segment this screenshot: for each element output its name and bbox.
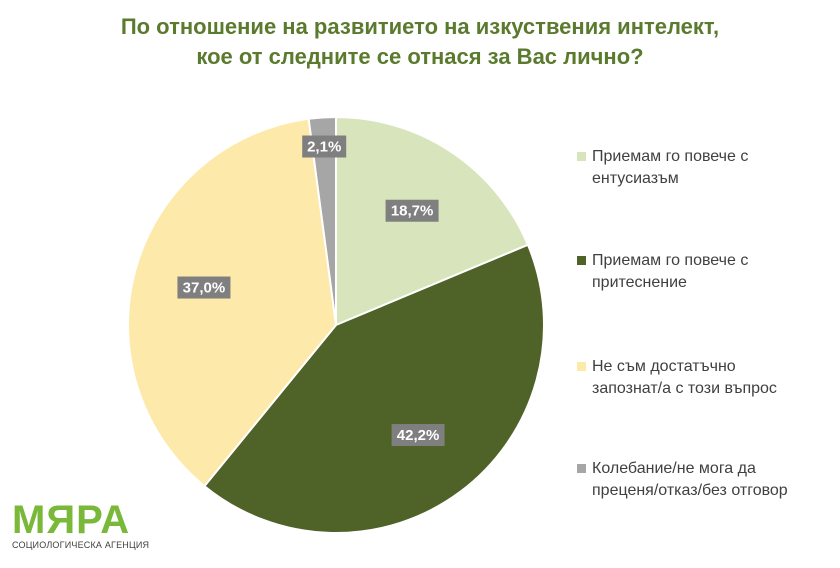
legend-swatch-not-familiar <box>577 362 586 371</box>
data-label-undecided: 2,1% <box>302 135 347 158</box>
pie-slice-undecided <box>307 115 337 326</box>
pie-data-labels: 18,7% 42,2% 37,0% 2,1% <box>177 135 445 447</box>
data-label-box-enthusiasm <box>385 199 439 222</box>
legend-label-worry-line-1: Приемам го повече с <box>592 252 749 269</box>
logo: МЯРА СОЦИОЛОГИЧЕСКА АГЕНЦИЯ <box>12 500 149 551</box>
data-label-text-not-familiar: 37,0% <box>183 280 226 297</box>
pie-slices <box>127 115 545 534</box>
legend-label-worry-line-2: притеснение <box>592 274 687 291</box>
data-label-worry: 42,2% <box>391 424 445 447</box>
legend-label-not-familiar-line-2: запознат/а с този въпрос <box>592 380 777 397</box>
data-label-enthusiasm: 18,7% <box>385 199 439 222</box>
pie-slice-not-familiar <box>127 117 338 488</box>
data-label-box-worry <box>391 424 445 447</box>
legend-label-enthusiasm-line-1: Приемам го повече с <box>592 148 749 165</box>
chart-title: По отношение на развитието на изкуствени… <box>0 12 840 72</box>
data-label-text-enthusiasm: 18,7% <box>391 203 434 220</box>
data-label-text-undecided: 2,1% <box>307 139 341 156</box>
chart-title-line-1: По отношение на развитието на изкуствени… <box>120 14 720 39</box>
legend-label-enthusiasm-line-2: ентусиазъм <box>592 170 679 187</box>
logo-subtitle: СОЦИОЛОГИЧЕСКА АГЕНЦИЯ <box>12 540 150 550</box>
legend-swatch-worry <box>577 256 586 265</box>
legend-label-undecided-line-1: Колебание/не мога да <box>592 460 756 477</box>
pie-slice-worry <box>203 243 545 534</box>
legend-label-undecided-line-2: преценя/отказ/без отговор <box>592 482 788 499</box>
legend-swatch-enthusiasm <box>577 152 586 161</box>
legend-label-not-familiar-line-1: Не съм достатъчно <box>592 358 736 375</box>
chart-title-line-2: кое от следните се отнася за Вас лично? <box>196 44 644 69</box>
logo-wordmark: МЯРА <box>12 498 131 542</box>
data-label-box-not-familiar <box>177 276 231 299</box>
data-label-text-worry: 42,2% <box>397 427 440 444</box>
data-label-not-familiar: 37,0% <box>177 276 231 299</box>
legend-swatch-undecided <box>577 464 586 473</box>
data-label-box-undecided <box>302 135 347 158</box>
